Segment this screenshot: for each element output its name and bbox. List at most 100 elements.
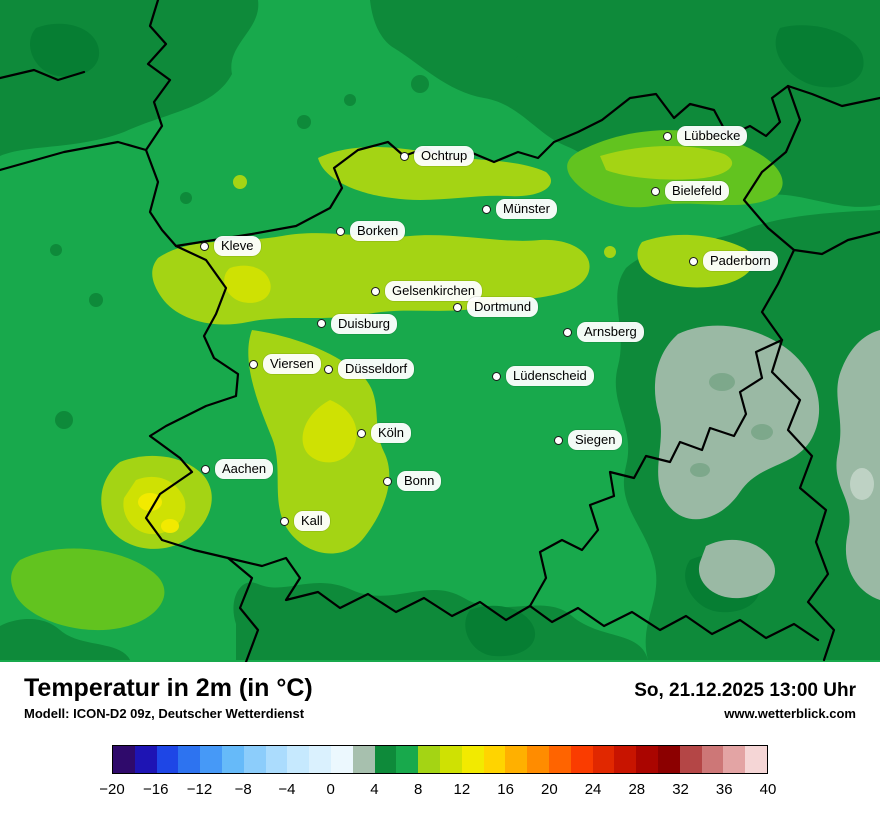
legend-tick-label: −4 [278, 781, 296, 798]
map-datetime: So, 21.12.2025 13:00 Uhr [634, 680, 856, 701]
city-dot [689, 256, 698, 266]
city-dot [492, 371, 501, 381]
legend-color-segment [374, 746, 397, 773]
legend-color-segment [200, 746, 222, 773]
city-dot [663, 131, 672, 141]
city-dot [336, 226, 345, 236]
legend-color-segment [592, 746, 615, 773]
legend-color-segment [701, 746, 724, 773]
legend-color-segment [723, 746, 746, 773]
legend-color-segment [505, 746, 528, 773]
city-marker: Lübbecke [663, 126, 748, 146]
city-marker: Bonn [383, 471, 442, 491]
footer-top-row: Temperatur in 2m (in °C) So, 21.12.2025 … [24, 674, 856, 703]
legend-tick-label: 0 [326, 781, 335, 798]
legend-color-segment [178, 746, 201, 773]
legend-color-segment [330, 746, 353, 773]
city-dot [317, 319, 326, 329]
legend-color-segment [745, 746, 767, 773]
legend-color-segment [396, 746, 419, 773]
city-label: Paderborn [703, 251, 778, 271]
legend-color-segment [309, 746, 331, 773]
map-title: Temperatur in 2m (in °C) [24, 674, 313, 702]
city-marker: Münster [482, 199, 557, 219]
legend-tick-label: 20 [540, 781, 558, 798]
city-label: Münster [496, 199, 557, 219]
city-label: Bonn [397, 471, 442, 491]
legend-tick-label: 28 [628, 781, 646, 798]
city-dot [324, 364, 333, 374]
legend-color-segment [156, 746, 179, 773]
legend-color-segment [570, 746, 593, 773]
legend-color-segment [134, 746, 157, 773]
legend-tick-label: 8 [413, 781, 423, 798]
city-label: Lüdenscheid [506, 366, 594, 386]
city-dot [280, 516, 289, 526]
city-marker: Kall [280, 511, 330, 531]
city-marker: Dortmund [453, 297, 539, 317]
city-label: Ochtrup [414, 146, 475, 166]
city-label: Aachen [215, 459, 274, 479]
city-label: Düsseldorf [338, 359, 415, 379]
legend-color-segment [527, 746, 549, 773]
legend-tick-label: −8 [234, 781, 252, 798]
legend-color-segment [636, 746, 658, 773]
city-marker: Köln [357, 423, 412, 443]
city-marker: Paderborn [689, 251, 778, 271]
city-marker: Borken [336, 221, 406, 241]
city-label: Köln [371, 423, 412, 443]
city-marker: Ochtrup [400, 146, 475, 166]
city-label: Lübbecke [677, 126, 748, 146]
legend-tick-label: 16 [497, 781, 514, 798]
legend-tick-label: 4 [370, 781, 379, 798]
city-layer: Ochtrup Lübbecke Bielefeld Münster Borke… [200, 126, 778, 531]
city-marker: Kleve [200, 236, 261, 256]
city-marker: Düsseldorf [324, 359, 415, 379]
map-area: Ochtrup Lübbecke Bielefeld Münster Borke… [0, 0, 880, 662]
model-info: Modell: ICON-D2 09z, Deutscher Wetterdie… [24, 706, 305, 721]
city-label: Arnsberg [577, 322, 644, 342]
city-label: Kall [294, 511, 330, 531]
city-dot [249, 359, 258, 369]
city-label: Kleve [214, 236, 261, 256]
city-marker: Duisburg [317, 313, 398, 334]
city-dot [357, 428, 366, 438]
legend-bar [112, 745, 768, 774]
city-label: Dortmund [467, 297, 539, 317]
legend-color-segment [243, 746, 266, 773]
website-text: www.wetterblick.com [724, 706, 856, 721]
legend-color-segment [439, 746, 462, 773]
city-dot [651, 186, 660, 196]
city-label: Borken [350, 221, 406, 241]
legend-tick-label: 12 [453, 781, 471, 798]
city-dot [563, 327, 572, 337]
legend-color-segment [657, 746, 680, 773]
temperature-map-svg [0, 0, 880, 662]
legend-color-segment [483, 746, 506, 773]
city-marker: Gelsenkirchen [371, 281, 483, 301]
footer-sub-row: Modell: ICON-D2 09z, Deutscher Wetterdie… [24, 706, 856, 721]
legend-color-segment [221, 746, 244, 773]
city-marker: Bielefeld [651, 181, 729, 201]
footer: Temperatur in 2m (in °C) So, 21.12.2025 … [0, 662, 880, 799]
legend-color-segment [287, 746, 310, 773]
city-label: Duisburg [331, 313, 398, 334]
legend-tick-label: −20 [99, 781, 125, 798]
legend-tick-label: −12 [186, 781, 213, 798]
city-label: Gelsenkirchen [385, 281, 483, 301]
legend-color-segment [548, 746, 571, 773]
legend-tick-label: 32 [672, 781, 689, 798]
legend-color-segment [418, 746, 440, 773]
city-marker: Arnsberg [563, 322, 644, 342]
legend-tick-label: 40 [759, 781, 777, 798]
legend-color-segment [614, 746, 637, 773]
city-marker: Lüdenscheid [492, 366, 594, 386]
city-dot [200, 241, 209, 251]
legend-color-segment [679, 746, 702, 773]
legend-color-segment [461, 746, 484, 773]
legend-color-segment [265, 746, 288, 773]
legend-color-segment [113, 746, 135, 773]
city-label: Bielefeld [665, 181, 729, 201]
legend: −20 −16 −12 −8 −4 0 4 8 12 16 20 24 28 32 36 40 [99, 745, 776, 799]
